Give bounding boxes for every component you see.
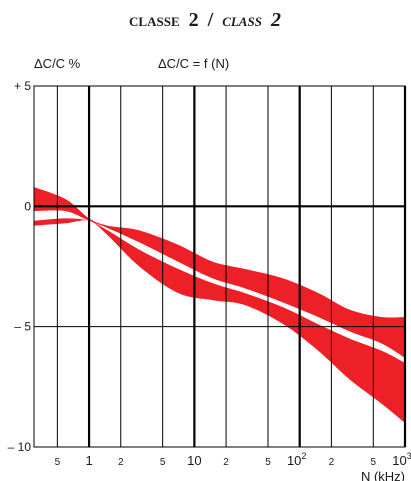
chart-title: CLASSE 2 / CLASS 2 [129,9,281,31]
x-tick-label: 2 [118,457,124,468]
x-tick-label: 5 [160,457,166,468]
title-prefix-italic: CLASS [222,14,262,29]
x-tick-label: 2 [223,457,229,468]
formula-label: ΔC/C = f (N) [158,56,229,71]
y-tick-label: 0 [24,199,31,213]
upper-band [34,187,405,358]
x-tick-label: 5 [371,457,377,468]
title-number: 2 [189,9,199,31]
x-tick-label: 102 [287,451,306,468]
x-tick-label: 5 [55,457,61,468]
y-tick-label: – 10 [8,440,32,454]
x-tick-label: 5 [265,457,271,468]
y-axis-label: ΔC/C % [34,56,81,71]
x-tick-label: 1 [85,453,92,468]
y-tick-labels: + 5 0 – 5 – 10 [8,79,32,454]
y-tick-label: – 5 [14,320,31,334]
x-tick-label: 103 [392,451,411,468]
x-tick-label: 2 [329,457,335,468]
x-axis-label: N (kHz) [361,469,405,481]
bands [34,187,405,423]
title-separator: / [207,9,214,31]
title-number-italic: 2 [270,9,281,31]
x-tick-label: 10 [187,453,201,468]
y-tick-label: + 5 [14,79,31,93]
grid [33,85,407,448]
title-prefix: CLASSE [129,14,180,29]
